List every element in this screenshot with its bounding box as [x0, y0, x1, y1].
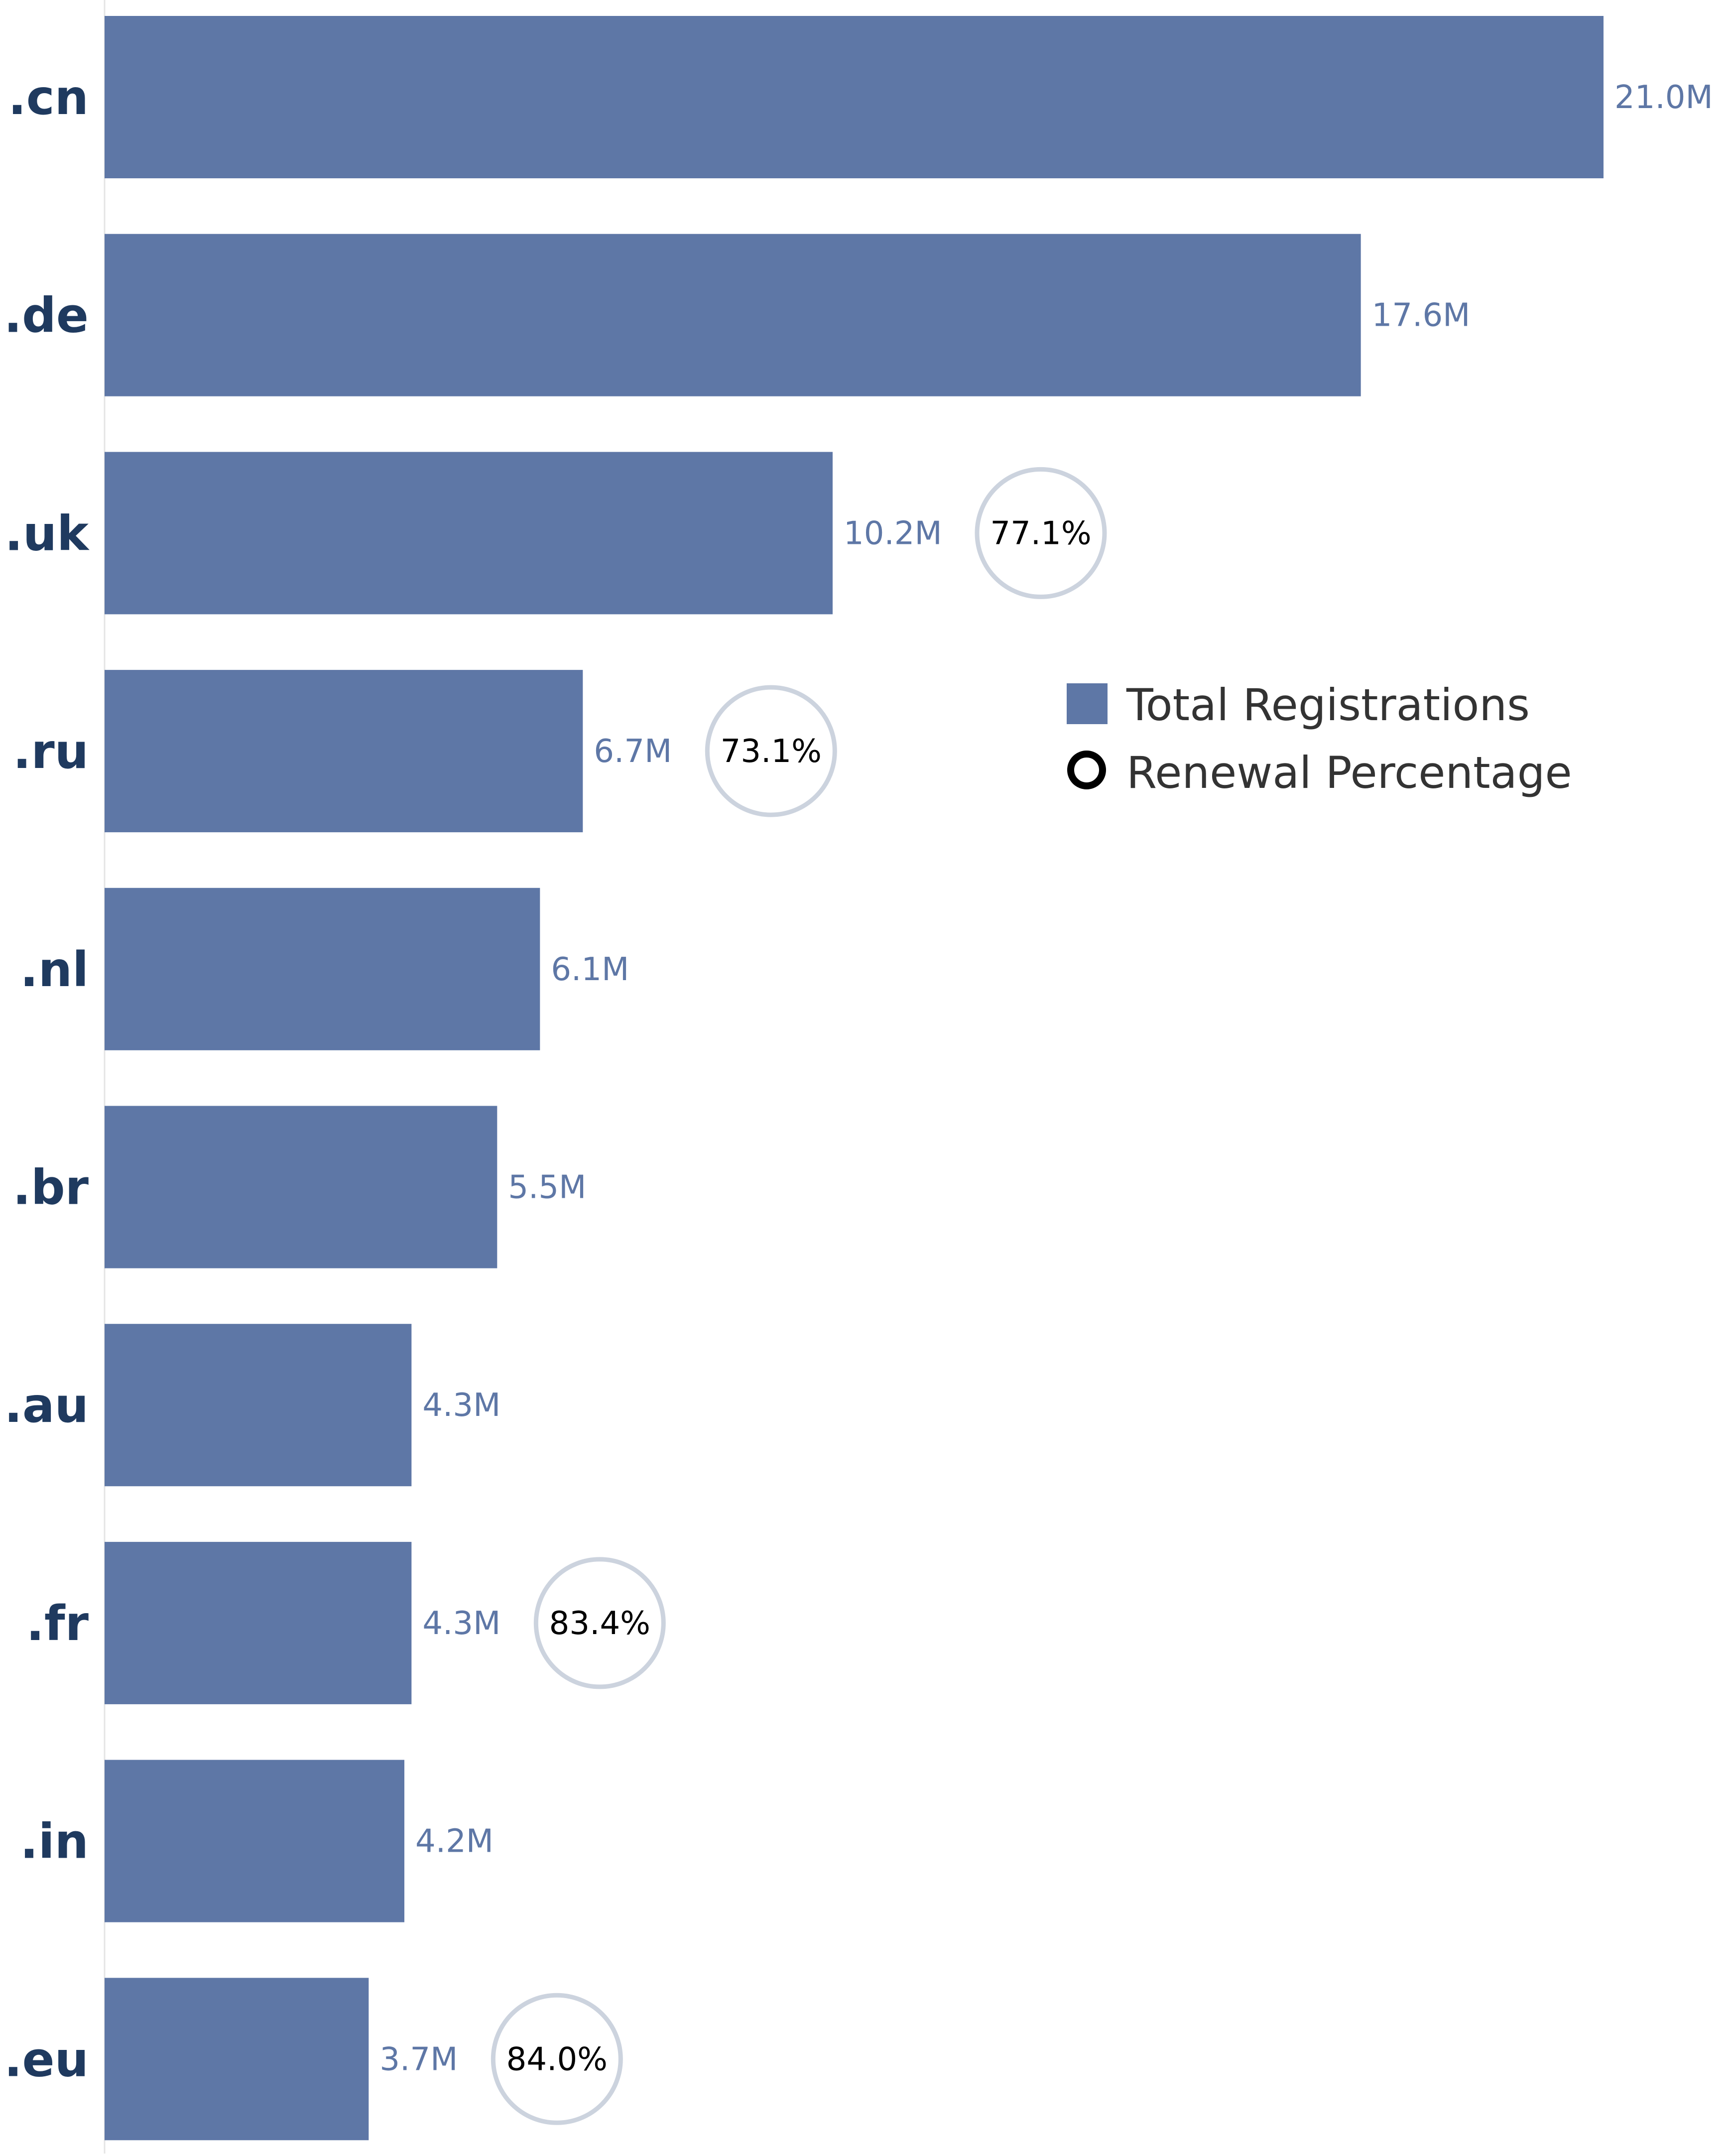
- bar-in: [105, 1760, 404, 1922]
- value-label-de: 17.6M: [1372, 297, 1471, 334]
- value-label-in: 4.2M: [415, 1823, 494, 1860]
- value-label-nl: 6.1M: [551, 951, 629, 988]
- legend-swatch-total-registrations: [1067, 683, 1108, 724]
- value-label-fr: 4.3M: [422, 1605, 500, 1642]
- category-label-br: .br: [12, 1160, 89, 1216]
- category-label-fr: .fr: [26, 1596, 89, 1651]
- renewal-circle-ru: [705, 685, 837, 817]
- category-label-de: .de: [4, 288, 89, 344]
- renewal-label-fr: 83.4%: [549, 1605, 650, 1642]
- bar-fr: [105, 1541, 412, 1704]
- legend-label-total-registrations: Total Registrations: [1126, 679, 1530, 731]
- renewal-label-eu: 84.0%: [506, 2041, 608, 2078]
- bar-ru: [105, 670, 583, 833]
- category-label-cn: .cn: [8, 70, 89, 126]
- category-label-au: .au: [4, 1378, 89, 1433]
- category-label-nl: .nl: [20, 942, 89, 998]
- value-label-ru: 6.7M: [594, 733, 672, 770]
- legend-symbol-renewal-percentage: [1067, 751, 1106, 789]
- bar-cn: [105, 16, 1604, 178]
- category-label-ru: .ru: [13, 724, 89, 779]
- renewal-label-ru: 73.1%: [721, 733, 822, 770]
- bar-uk: [105, 452, 833, 615]
- bar-br: [105, 1106, 497, 1268]
- renewal-circle-eu: [491, 1993, 623, 2125]
- renewal-circle-fr: [533, 1557, 666, 1689]
- category-label-eu: .eu: [4, 2031, 89, 2087]
- renewal-label-uk: 77.1%: [990, 515, 1091, 552]
- value-label-uk: 10.2M: [844, 515, 942, 552]
- category-label-in: .in: [20, 1814, 89, 1870]
- bar-au: [105, 1324, 412, 1487]
- value-label-cn: 21.0M: [1614, 79, 1713, 116]
- value-label-br: 5.5M: [508, 1169, 586, 1206]
- legend: Total Registrations Renewal Percentage: [1067, 679, 1572, 798]
- renewal-circle-uk: [975, 467, 1107, 599]
- bar-de: [105, 234, 1361, 396]
- category-label-uk: .uk: [4, 506, 90, 561]
- value-label-eu: 3.7M: [379, 2041, 458, 2078]
- bar-nl: [105, 888, 540, 1050]
- legend-label-renewal-percentage: Renewal Percentage: [1126, 747, 1572, 798]
- bars-layer: .cn 21.0M .de 17.6M .uk 10.2M 77.1% .ru 6.7M 73.1…: [4, 16, 1713, 2141]
- bar-eu: [105, 1978, 369, 2141]
- value-label-au: 4.3M: [422, 1387, 500, 1424]
